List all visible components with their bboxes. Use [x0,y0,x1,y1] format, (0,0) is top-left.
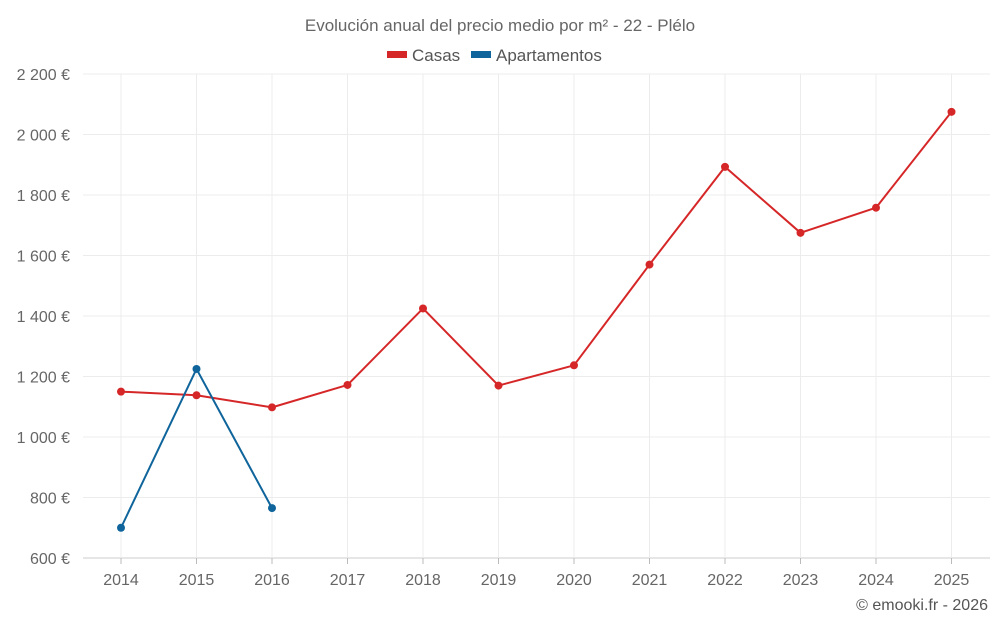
data-point-casas [872,203,880,212]
x-tick-label: 2024 [858,572,894,589]
credit-text: © emooki.fr - 2026 [856,597,988,614]
x-tick-label: 2023 [783,572,819,589]
x-tick-label: 2021 [632,572,668,589]
legend: Casas Apartamentos [387,46,602,65]
legend-label-apartamentos: Apartamentos [496,46,602,65]
chart-title: Evolución anual del precio medio por m² … [305,16,695,35]
x-tick-label: 2022 [707,572,743,589]
x-tick-label: 2025 [934,572,970,589]
data-point-apartamentos [192,364,201,373]
y-tick-label: 2 000 € [17,128,70,145]
data-point-casas [947,107,956,116]
x-tick-label: 2018 [405,572,441,589]
legend-swatch-apartamentos [471,51,491,58]
x-tick-label: 2017 [330,572,366,589]
legend-label-casas: Casas [412,46,460,65]
x-tick-label: 2015 [179,572,215,589]
data-point-apartamentos [268,504,276,513]
x-tick-label: 2016 [254,572,290,589]
data-point-casas [419,304,427,313]
data-point-casas [268,403,276,412]
data-point-casas [494,381,503,390]
y-tick-label: 1 000 € [17,430,70,447]
y-tick-label: 2 200 € [17,67,70,84]
x-tick-label: 2019 [481,572,517,589]
y-tick-label: 600 € [30,551,70,568]
grid [83,73,990,559]
data-point-casas [192,391,201,400]
data-point-casas [570,361,578,370]
y-tick-label: 1 800 € [17,188,70,205]
x-tick-label: 2014 [103,572,139,589]
legend-swatch-casas [387,51,407,58]
series-line-casas [120,111,953,409]
y-tick-label: 1 400 € [17,309,70,326]
series-group [117,107,956,532]
data-point-casas [721,162,729,171]
data-point-casas [645,260,654,269]
data-point-casas [343,380,352,389]
data-point-casas [117,387,125,396]
y-tick-label: 1 600 € [17,249,70,266]
y-axis: 600 € 800 € 1 000 € 1 200 € 1 400 € 1 600 € 1 … [17,67,70,568]
x-tick-label: 2020 [556,572,592,589]
data-point-apartamentos [117,523,125,532]
x-axis: 2014 2015 2016 2017 2018 2019 2020 2021 2022 2023… [103,558,969,589]
y-tick-label: 800 € [30,491,70,508]
data-point-casas [796,228,805,237]
y-tick-label: 1 200 € [17,370,70,387]
